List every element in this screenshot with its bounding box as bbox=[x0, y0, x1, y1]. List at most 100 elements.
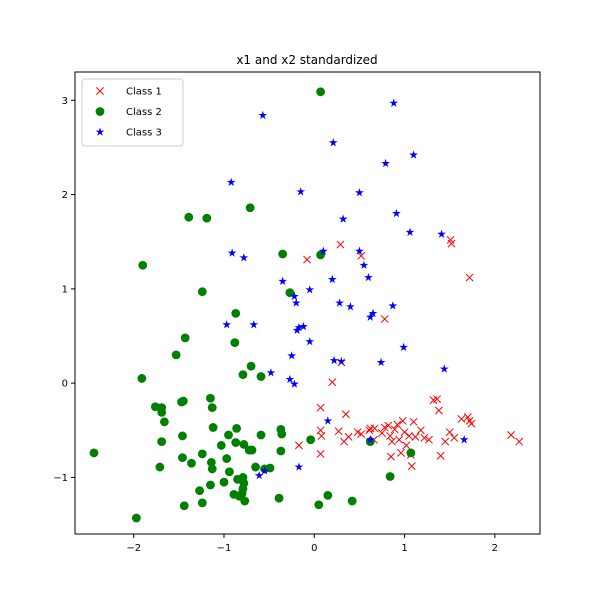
data-point bbox=[402, 441, 411, 450]
markers bbox=[89, 87, 524, 523]
data-point bbox=[316, 403, 325, 412]
data-point bbox=[384, 421, 393, 430]
data-point bbox=[249, 320, 259, 329]
data-point bbox=[294, 441, 303, 450]
data-point bbox=[206, 457, 216, 467]
data-point bbox=[400, 428, 409, 437]
data-point bbox=[407, 462, 416, 471]
data-point bbox=[206, 480, 215, 490]
data-point bbox=[294, 322, 304, 332]
x-tick-label: 2 bbox=[492, 543, 498, 554]
data-point bbox=[187, 458, 196, 468]
data-point bbox=[155, 462, 165, 472]
data-point bbox=[338, 214, 348, 223]
legend-frame bbox=[81, 78, 184, 147]
y-tick-label: 1 bbox=[62, 284, 68, 295]
data-point bbox=[378, 429, 386, 438]
data-point bbox=[276, 446, 286, 456]
data-point bbox=[179, 501, 189, 511]
data-point bbox=[318, 246, 328, 255]
data-point bbox=[231, 308, 241, 318]
data-point bbox=[206, 393, 215, 403]
data-point bbox=[467, 419, 476, 428]
legend-entry-1: Class 1 bbox=[96, 87, 162, 98]
data-point bbox=[197, 287, 207, 297]
data-point bbox=[246, 361, 256, 371]
data-point bbox=[303, 255, 312, 264]
data-point bbox=[89, 448, 99, 458]
data-point bbox=[457, 415, 466, 423]
data-point bbox=[433, 395, 442, 404]
data-point bbox=[436, 451, 445, 460]
data-point bbox=[459, 435, 469, 444]
axes: −2 −1 0 1 2 −1 0 1 2 3 bbox=[53, 71, 541, 554]
data-point bbox=[450, 433, 459, 442]
data-point bbox=[219, 477, 229, 487]
data-point bbox=[389, 98, 399, 107]
data-point bbox=[405, 431, 414, 440]
data-point bbox=[392, 208, 401, 218]
data-point bbox=[222, 454, 232, 463]
data-point bbox=[434, 406, 443, 415]
legend-marker bbox=[96, 87, 104, 95]
legend-label: Class 3 bbox=[126, 128, 162, 139]
data-point bbox=[222, 320, 232, 329]
plot-area bbox=[89, 87, 524, 523]
data-point bbox=[365, 312, 375, 321]
axes-frame bbox=[74, 71, 541, 535]
data-point bbox=[231, 438, 241, 447]
data-point bbox=[290, 291, 299, 301]
data-point bbox=[195, 486, 205, 496]
data-point bbox=[178, 396, 188, 406]
x-tick-label: −1 bbox=[217, 543, 232, 554]
data-point bbox=[305, 285, 315, 294]
chart-title: x1 and x2 standardized bbox=[236, 53, 377, 67]
data-point bbox=[285, 288, 295, 298]
data-point bbox=[256, 372, 266, 381]
data-point bbox=[256, 430, 266, 440]
data-point bbox=[409, 417, 418, 426]
data-point bbox=[171, 350, 181, 360]
y-tick-label: 3 bbox=[62, 96, 68, 107]
data-point bbox=[357, 430, 366, 439]
data-point bbox=[398, 416, 407, 425]
data-point bbox=[207, 464, 217, 474]
data-point bbox=[396, 448, 405, 457]
x-tick-label: 0 bbox=[311, 543, 317, 554]
data-point bbox=[344, 432, 353, 441]
data-point bbox=[314, 500, 324, 510]
data-point bbox=[197, 498, 207, 508]
data-point bbox=[251, 462, 260, 472]
data-point bbox=[334, 427, 343, 436]
data-point bbox=[328, 378, 337, 387]
x-tick-label: −2 bbox=[126, 543, 141, 554]
data-point bbox=[224, 430, 233, 440]
data-point bbox=[316, 87, 325, 97]
data-point bbox=[157, 407, 167, 417]
data-point bbox=[232, 424, 242, 433]
data-point bbox=[254, 470, 264, 480]
data-point bbox=[178, 431, 187, 441]
data-point bbox=[278, 276, 288, 286]
data-point bbox=[420, 433, 429, 442]
y-tick-label: −1 bbox=[53, 473, 68, 484]
data-point bbox=[234, 491, 244, 501]
data-point bbox=[291, 298, 301, 307]
data-point bbox=[366, 424, 375, 433]
data-point bbox=[380, 315, 389, 323]
data-point bbox=[347, 496, 357, 506]
data-point bbox=[287, 351, 297, 360]
data-point bbox=[328, 138, 338, 147]
data-point bbox=[341, 410, 350, 419]
data-point bbox=[393, 420, 402, 429]
data-point bbox=[411, 432, 420, 441]
data-point bbox=[405, 227, 415, 237]
legend-entry-3: Class 3 bbox=[95, 127, 162, 139]
legend-marker bbox=[95, 127, 105, 136]
data-point bbox=[355, 188, 364, 197]
data-point bbox=[381, 158, 390, 168]
data-point bbox=[385, 472, 395, 481]
data-point bbox=[305, 337, 315, 346]
data-point bbox=[416, 426, 425, 435]
